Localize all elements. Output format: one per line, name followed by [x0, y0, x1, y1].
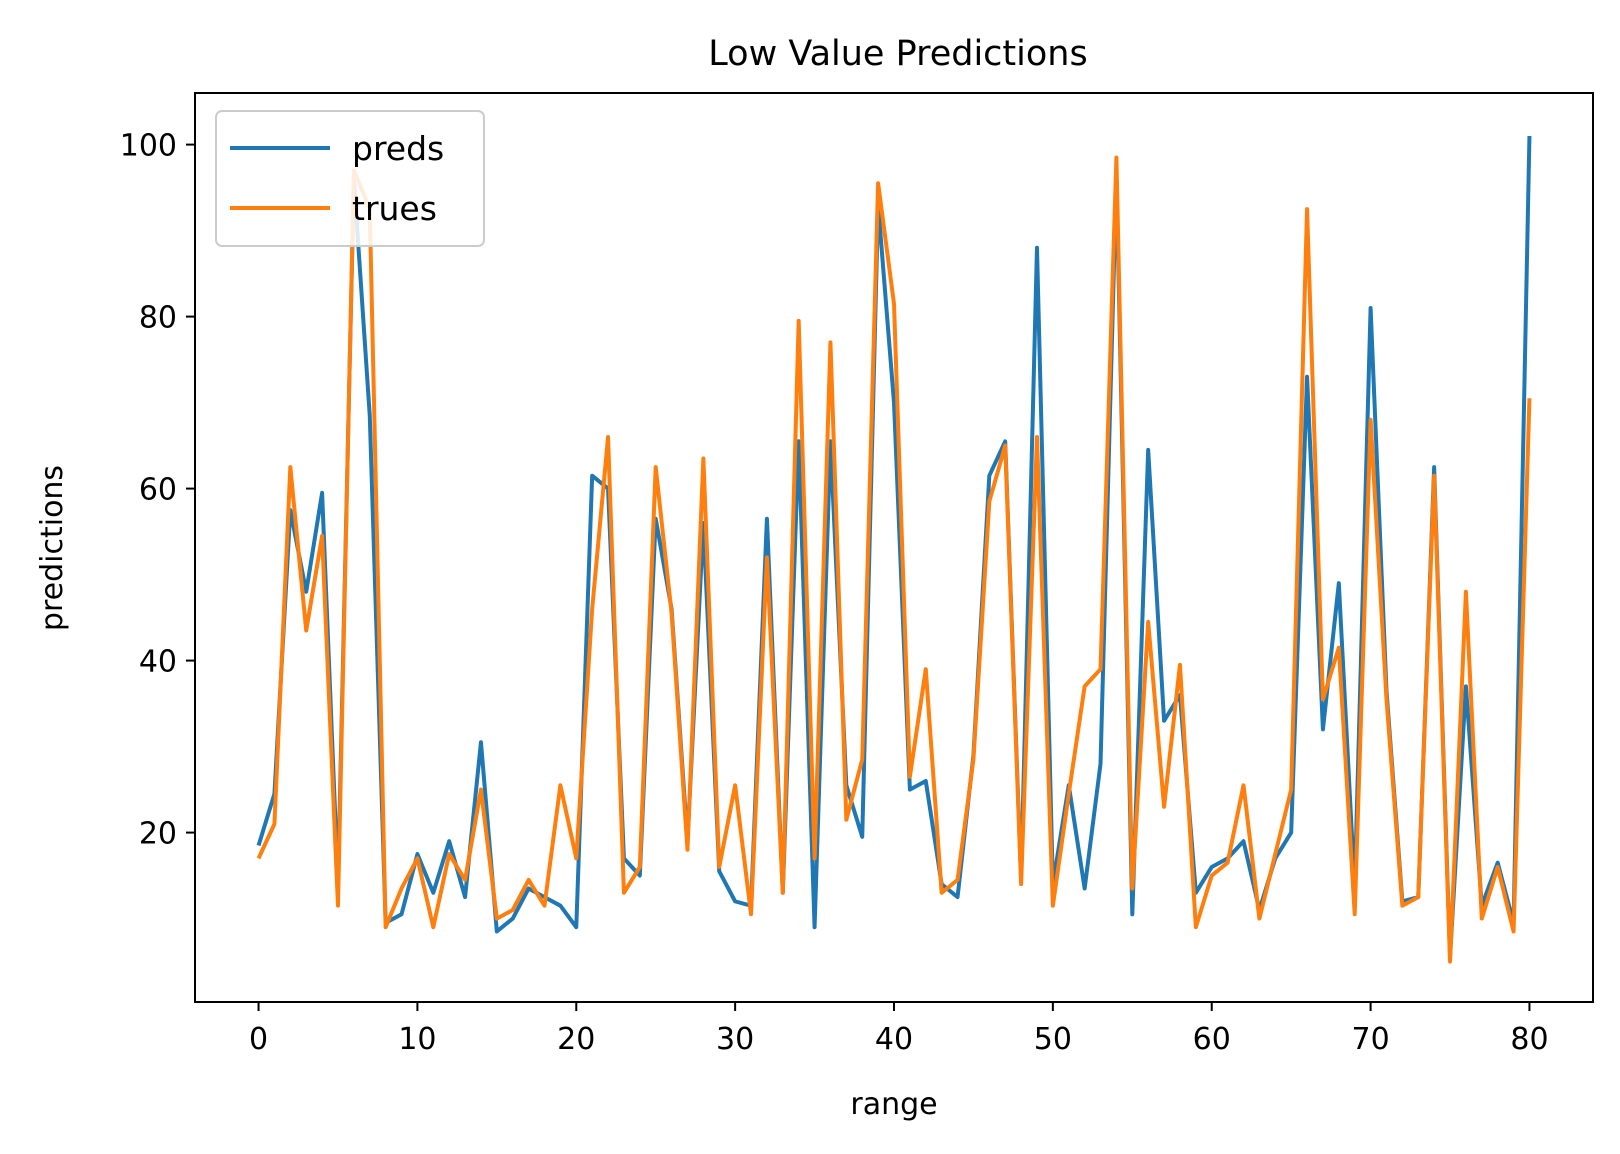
- x-axis: 0 10 20 30 40 50 60 70 80: [249, 1002, 1549, 1057]
- chart-title: Low Value Predictions: [708, 34, 1087, 74]
- y-tick-label: 40: [139, 645, 177, 680]
- x-tick-label: 80: [1510, 1022, 1548, 1057]
- axes-frame: [194, 92, 1594, 1003]
- x-tick-label: 20: [557, 1022, 595, 1057]
- legend-label-trues: trues: [352, 189, 437, 228]
- y-axis: 20 40 60 80 100: [120, 129, 195, 852]
- plot-area: [256, 135, 1532, 964]
- y-tick-label: 60: [139, 473, 177, 508]
- legend-box: [215, 110, 485, 247]
- legend-label-preds: preds: [352, 129, 444, 168]
- x-tick-label: 60: [1193, 1022, 1231, 1057]
- y-tick-label: 80: [139, 301, 177, 336]
- x-tick-label: 10: [398, 1022, 436, 1057]
- x-axis-label: range: [850, 1087, 937, 1122]
- x-tick-label: 40: [875, 1022, 913, 1057]
- series-line-trues: [256, 155, 1532, 964]
- y-tick-label: 100: [120, 129, 177, 164]
- x-tick-label: 70: [1351, 1022, 1389, 1057]
- x-tick-label: 30: [716, 1022, 754, 1057]
- x-tick-label: 0: [249, 1022, 268, 1057]
- y-axis-label: predictions: [35, 465, 70, 631]
- x-tick-label: 50: [1034, 1022, 1072, 1057]
- legend: preds trues: [215, 110, 485, 247]
- y-tick-label: 20: [139, 817, 177, 852]
